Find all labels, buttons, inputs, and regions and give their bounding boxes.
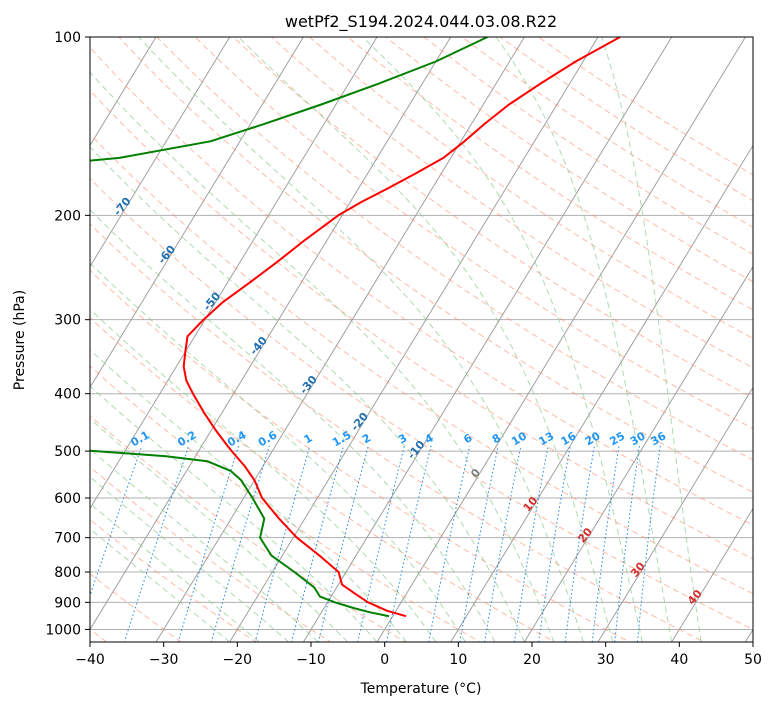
y-tick-label: 900 (54, 595, 81, 611)
mixing-ratio-line (317, 445, 369, 642)
mixing-ratio-line (564, 445, 595, 642)
x-tick-label: 10 (449, 652, 467, 668)
plot-frame (89, 36, 754, 643)
moist-adiabat-line (90, 418, 348, 642)
moist-adiabat-line (90, 308, 437, 642)
dry-adiabat-line (270, 37, 753, 369)
moist-adiabat-line (90, 448, 319, 642)
mixing-ratio-line (538, 445, 571, 642)
y-tick-label: 600 (54, 491, 81, 507)
y-tick-label: 200 (54, 208, 81, 224)
isotherm-line (90, 37, 231, 268)
isotherm-line (229, 37, 599, 642)
isotherm-line (523, 265, 753, 642)
isotherm-line (90, 37, 452, 631)
mixing-ratio-line (636, 445, 661, 642)
moist-adiabat-line (90, 262, 466, 642)
dry-adiabat-line (537, 37, 753, 176)
moist-adiabat-line (601, 37, 702, 642)
isotherm-line (90, 37, 378, 510)
moist-adiabat-line (138, 37, 584, 642)
isotherm-line (302, 37, 673, 642)
isotherm-line (450, 144, 753, 642)
mixing-ratio-line (513, 445, 549, 642)
dry-adiabat-line (90, 317, 556, 642)
mixing-ratio-line (591, 445, 620, 642)
mixing-ratio-line (90, 445, 143, 597)
dry-adiabat-line (90, 89, 753, 560)
temperature-profile-line (182, 37, 621, 618)
dry-adiabat-line (308, 37, 753, 340)
isotherm-line (90, 37, 157, 147)
isotherm-line (597, 386, 753, 642)
mixing-ratio-line (459, 445, 499, 642)
dry-adiabat-line (90, 133, 753, 595)
profile-lines (90, 37, 621, 618)
y-axis: 100 200 300 400 500 600 700 800 900 1000 (45, 30, 90, 638)
moist-adiabat-line (90, 71, 555, 642)
x-axis: −40 −30 −20 −10 0 10 20 30 40 50 (75, 642, 762, 668)
y-tick-label: 800 (54, 565, 81, 581)
dry-adiabat-line (90, 518, 257, 642)
x-tick-label: 40 (670, 652, 688, 668)
moist-adiabat-line (90, 476, 289, 642)
y-tick-label: 1000 (45, 622, 81, 638)
x-tick-label: 50 (744, 652, 762, 668)
moist-adiabat-line (237, 37, 614, 642)
y-axis-label: Pressure (hPa) (12, 290, 28, 390)
isotherm-line (90, 37, 304, 389)
chart-title: wetPf2_S194.2024.044.03.08.R22 (285, 12, 557, 32)
moist-adiabat-line (90, 385, 378, 642)
isotherm-line (376, 37, 746, 642)
dry-adiabat-line (90, 365, 481, 642)
dry-adiabat-line (90, 269, 631, 642)
x-tick-label: −30 (149, 652, 179, 668)
y-tick-label: 500 (54, 444, 81, 460)
x-tick-label: −40 (75, 652, 105, 668)
dry-adiabat-line (90, 177, 753, 630)
x-tick-label: −20 (223, 652, 253, 668)
y-tick-label: 300 (54, 313, 81, 329)
y-tick-label: 700 (54, 531, 81, 547)
dry-adiabat-line (90, 466, 332, 642)
y-tick-label: 400 (54, 387, 81, 403)
dewpoint-profile-line (90, 37, 488, 618)
isotherm-line (155, 37, 525, 642)
x-tick-label: −10 (296, 652, 326, 668)
x-tick-label: 30 (597, 652, 615, 668)
moist-adiabat-line (361, 37, 643, 642)
mixing-ratio-line (428, 445, 471, 642)
mixing-ratio-line (484, 445, 522, 642)
isotherm-line (671, 507, 753, 642)
dry-adiabat-line (499, 37, 753, 202)
background-grid-lines (90, 37, 753, 642)
x-tick-label: 20 (523, 652, 541, 668)
y-tick-label: 100 (54, 30, 81, 46)
mixing-ratio-line (291, 445, 345, 642)
mixing-ratio-line (614, 445, 640, 642)
moist-adiabat-line (495, 37, 673, 642)
x-tick-label: 0 (380, 652, 389, 668)
moist-adiabat-line (90, 349, 407, 642)
x-axis-label: Temperature (°C) (360, 681, 482, 697)
